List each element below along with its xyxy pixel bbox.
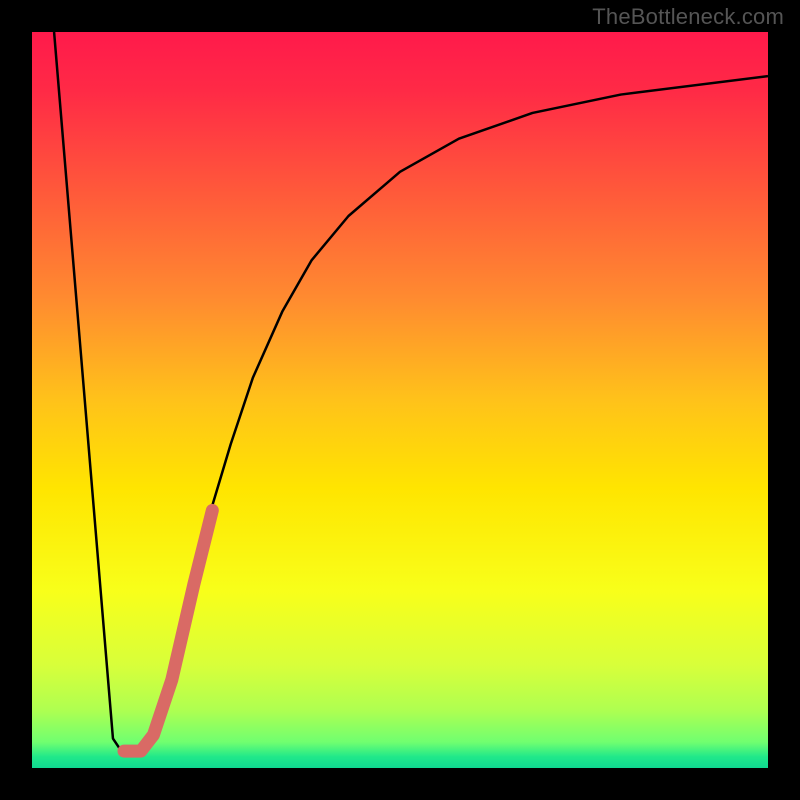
highlight-segment — [124, 510, 212, 751]
watermark-text: TheBottleneck.com — [592, 4, 784, 30]
plot-area — [32, 32, 768, 768]
curve-layer — [32, 32, 768, 768]
chart-frame: TheBottleneck.com — [0, 0, 800, 800]
bottleneck-curve — [54, 32, 768, 753]
